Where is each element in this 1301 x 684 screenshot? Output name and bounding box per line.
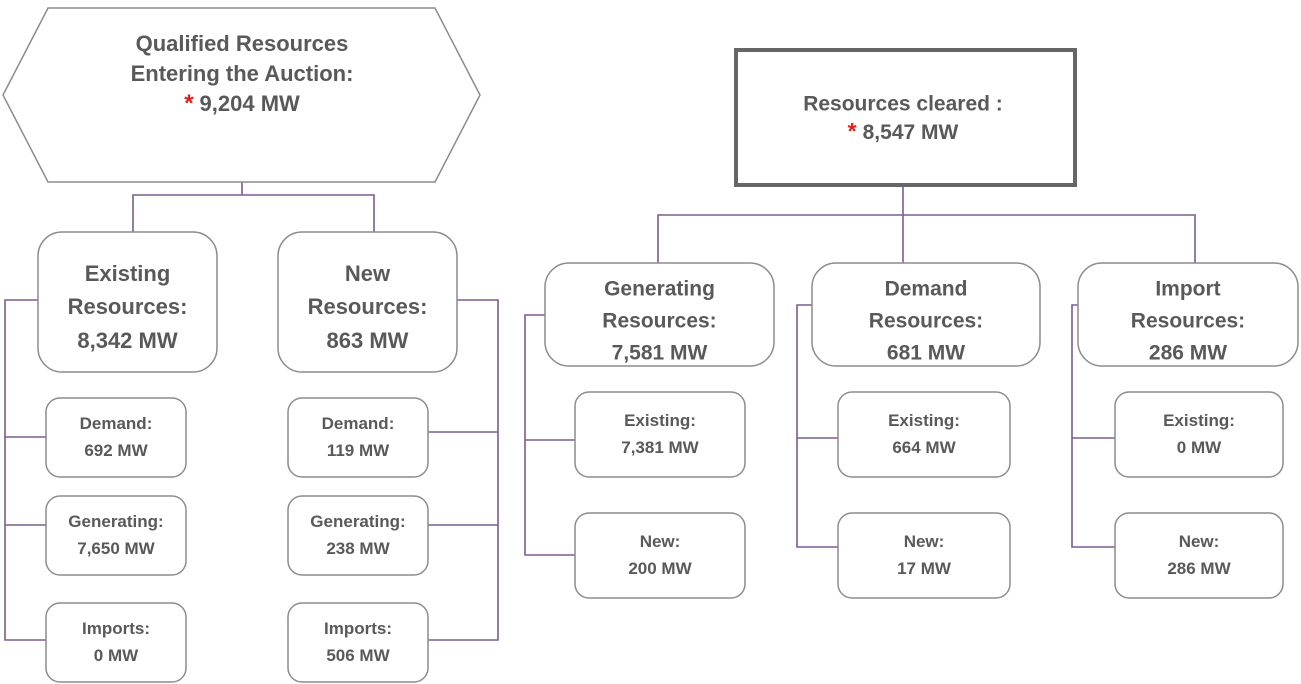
item-label: Generating: xyxy=(68,512,163,531)
group-label: Resources: xyxy=(68,294,188,319)
group-value: 7,581 MW xyxy=(612,342,708,365)
item-value: 0 MW xyxy=(1177,438,1222,457)
item-value: 506 MW xyxy=(326,646,390,665)
group-label: Resources: xyxy=(869,310,983,333)
item-box xyxy=(837,391,1011,478)
group-label: Demand xyxy=(885,278,968,301)
item-label: Generating: xyxy=(310,512,405,531)
item-label: New: xyxy=(640,532,681,551)
connector xyxy=(428,299,499,641)
item-box xyxy=(287,495,429,576)
group-box xyxy=(811,262,1041,367)
group-label: Resources: xyxy=(1131,310,1245,333)
group-box xyxy=(277,231,458,373)
item-box xyxy=(1114,512,1284,599)
group-value: 8,342 MW xyxy=(77,328,177,353)
item-value: 238 MW xyxy=(326,539,390,558)
root-hexagon xyxy=(2,7,481,183)
group-label: Import xyxy=(1155,278,1220,301)
group-value: 863 MW xyxy=(327,328,409,353)
group-label: Resources: xyxy=(308,294,428,319)
item-value: 664 MW xyxy=(892,438,956,457)
item-box xyxy=(574,512,746,599)
item-label: Existing: xyxy=(624,411,696,430)
item-label: New: xyxy=(904,532,945,551)
connector xyxy=(132,194,375,232)
item-box xyxy=(45,495,187,576)
item-label: Demand: xyxy=(80,414,153,433)
connector xyxy=(1071,304,1115,548)
connector xyxy=(657,214,1196,263)
item-box xyxy=(45,602,187,683)
item-value: 0 MW xyxy=(94,646,139,665)
root-label: Entering the Auction: xyxy=(131,61,354,86)
item-box xyxy=(287,602,429,683)
root-value-line: * 9,204 MW xyxy=(184,90,300,117)
root-value: 9,204 MW xyxy=(200,91,300,116)
group-value: 681 MW xyxy=(887,342,965,365)
connector xyxy=(4,299,46,641)
group-label: Resources: xyxy=(602,310,716,333)
item-label: Imports: xyxy=(82,619,150,638)
item-label: Demand: xyxy=(322,414,395,433)
root-value-line: * 8,547 MW xyxy=(848,118,959,144)
root-label: Resources cleared : xyxy=(803,93,1003,116)
root-label: Qualified Resources xyxy=(136,31,349,56)
connector xyxy=(524,314,575,556)
item-value: 200 MW xyxy=(628,559,692,578)
asterisk: * xyxy=(848,118,857,144)
item-box xyxy=(287,397,429,478)
asterisk: * xyxy=(184,90,194,117)
connectors xyxy=(4,182,1196,641)
item-value: 692 MW xyxy=(84,441,148,460)
group-label: Existing xyxy=(85,261,171,286)
connector xyxy=(796,304,838,548)
group-box xyxy=(37,231,218,373)
item-label: New: xyxy=(1179,532,1220,551)
group-label: Generating xyxy=(604,278,715,301)
item-value: 7,381 MW xyxy=(621,438,699,457)
group-label: New xyxy=(345,261,391,286)
item-box xyxy=(45,397,187,478)
item-label: Imports: xyxy=(324,619,392,638)
item-label: Existing: xyxy=(888,411,960,430)
item-value: 17 MW xyxy=(897,559,952,578)
item-box xyxy=(1114,391,1284,478)
root-value: 8,547 MW xyxy=(863,121,959,144)
item-value: 286 MW xyxy=(1167,559,1231,578)
item-value: 7,650 MW xyxy=(77,539,155,558)
item-label: Existing: xyxy=(1163,411,1235,430)
item-box xyxy=(837,512,1011,599)
group-box xyxy=(544,262,775,367)
item-value: 119 MW xyxy=(327,441,390,460)
group-box xyxy=(1077,262,1299,367)
root-box xyxy=(734,48,1077,187)
group-value: 286 MW xyxy=(1149,342,1227,365)
item-box xyxy=(574,391,746,478)
